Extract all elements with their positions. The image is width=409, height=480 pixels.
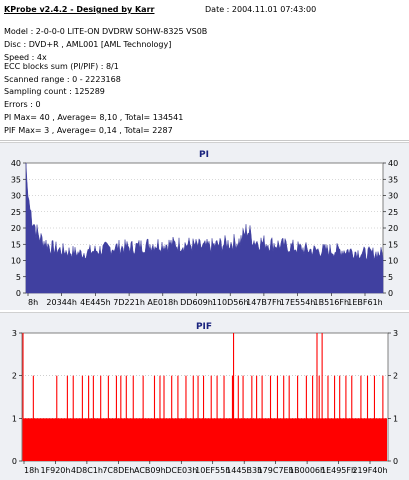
pi-xtick-label-5: DD609h [180,298,213,307]
pif-xtick-label-5: DCE03h [165,466,197,475]
pi-xtick-label-2: 4E445h [80,298,110,307]
pi-ytick-label-left-3: 15 [11,240,21,249]
pif-baseline-band [23,418,387,461]
pif-chart-panel: 0 0 1 1 2 2 3 3 18h 1F920h 4D8C1h 7C8DEh ACB09h DCE03… [0,312,409,480]
pi-xtick-label-1: 20344h [46,298,77,307]
pif-chart: 0 0 1 1 2 2 3 3 18h 1F920h 4D8C1h 7C8DEh ACB09h DCE03… [12,322,398,475]
pi-ytick-label-left-0: 0 [16,289,21,298]
pif-xtick-label-3: 7C8DEh [102,466,134,475]
pi-chart-panel: 0 0 5 5 10 10 15 15 20 20 25 25 30 30 35 35 40 40 8h 20344h… [0,142,409,310]
pi-xtick-label-8: 17E554h [280,298,316,307]
pi-ytick-label-left-1: 5 [16,273,21,282]
pif-ytick-label-right-3: 3 [393,329,398,338]
pi-ytick-label-right-2: 10 [388,257,398,266]
speed-info: Speed : 4x [4,53,47,62]
info-panel: KProbe v2.4.2 - Designed by Karr Date : … [0,0,409,141]
pif-ytick-label-left-0: 0 [12,457,17,466]
pif-xtick-label-4: ACB09h [134,466,166,475]
pi-ytick-label-right-4: 20 [388,224,398,233]
pi-xtick-label-7: 147B7Fh [246,298,282,307]
pi-ytick-label-left-5: 25 [11,208,21,217]
pi-xtick-label-9: 1B516Fh [314,298,350,307]
pif-ytick-label-left-1: 1 [12,414,17,423]
pif-xtick-label-7: 1445B3h [226,466,262,475]
pi-xtick-label-0: 8h [28,298,38,307]
model-info: Model : 2-0-0-0 LITE-ON DVDRW SOHW-8325 … [4,27,208,36]
pif-ytick-label-right-0: 0 [393,457,398,466]
pi-ytick-label-right-0: 0 [388,289,393,298]
ecc-info: ECC blocks sum (PI/PIF) : 8/1 [4,62,119,71]
scan-date: Date : 2004.11.01 07:43:00 [205,5,317,14]
sampling-count-info: Sampling count : 125289 [4,87,105,96]
pif-xtick-label-6: 10EF55h [195,466,230,475]
pi-ytick-label-right-7: 35 [388,175,398,184]
pif-ytick-label-left-3: 3 [12,329,17,338]
pif-xtick-label-11: 219F40h [352,466,387,475]
pif-ytick-label-left-2: 2 [12,372,17,381]
pi-ytick-label-right-8: 40 [388,159,398,168]
pi-xtick-label-3: 7D221h [113,298,145,307]
pi-xtick-label-10: 1EBF61h [347,298,382,307]
pif-xtick-label-2: 4D8C1h [71,466,103,475]
pi-ytick-label-left-6: 30 [11,192,21,201]
pif-ytick-label-right-1: 1 [393,414,398,423]
pi-xtick-label-6: 110D56h [212,298,249,307]
disc-info: Disc : DVD+R , AML001 [AML Technology] [4,40,172,49]
pif-xtick-label-0: 18h [24,466,39,475]
pif-xtick-label-9: 1B0006h [289,466,325,475]
pi-ytick-label-right-1: 5 [388,273,393,282]
pi-chart: 0 0 5 5 10 10 15 15 20 20 25 25 30 30 35 35 40 40 8h 20344h… [11,150,398,307]
app-title: KProbe v2.4.2 - Designed by Karr [4,5,155,14]
errors-info: Errors : 0 [4,100,41,109]
pif-xtick-label-8: 179C7Eh [258,466,294,475]
pif-stats-info: PIF Max= 3 , Average= 0,14 , Total= 2287 [4,126,173,135]
pi-ytick-label-right-5: 25 [388,208,398,217]
pif-xtick-label-1: 1F920h [40,466,70,475]
pif-xtick-label-10: 1E495Fh [321,466,356,475]
pi-ytick-label-left-8: 40 [11,159,21,168]
pi-error-area [25,162,384,294]
pi-ytick-label-left-4: 20 [11,224,21,233]
pif-ytick-label-right-2: 2 [393,372,398,381]
pi-xtick-label-4: AE018h [147,298,178,307]
pi-chart-title: PI [199,150,209,160]
pi-ytick-label-right-6: 30 [388,192,398,201]
pi-ytick-label-right-3: 15 [388,240,398,249]
pi-stats-info: PI Max= 40 , Average= 8,10 , Total= 1345… [4,113,184,122]
pif-chart-title: PIF [196,322,212,332]
pi-ytick-label-left-2: 10 [11,257,21,266]
pi-ytick-label-left-7: 35 [11,175,21,184]
scanned-range-info: Scanned range : 0 - 2223168 [4,75,121,84]
